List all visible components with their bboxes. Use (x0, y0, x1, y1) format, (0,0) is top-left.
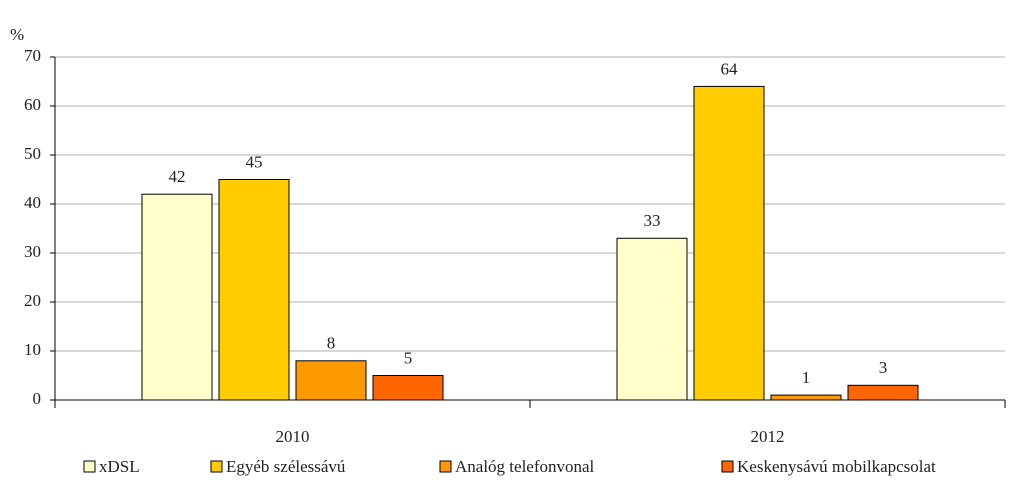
x-tick-label: 2010 (276, 427, 310, 446)
data-label: 42 (169, 167, 186, 186)
y-tick-label: 50 (24, 144, 41, 163)
bar (141, 193, 213, 401)
bar (616, 237, 688, 401)
data-label: 5 (404, 348, 413, 367)
y-tick-label: 30 (24, 242, 41, 261)
data-label: 45 (246, 152, 263, 171)
y-tick-label: 10 (24, 340, 41, 359)
data-label: 3 (879, 358, 888, 377)
data-label: 8 (327, 334, 336, 353)
data-label: 1 (802, 368, 811, 387)
y-tick-label: 0 (33, 389, 42, 408)
bar (372, 375, 444, 401)
legend-label: Egyéb szélessávú (226, 457, 346, 476)
bar (770, 394, 842, 401)
legend-label: xDSL (99, 457, 140, 476)
legend-swatch (83, 460, 96, 473)
data-label: 33 (644, 211, 661, 230)
y-tick-label: 60 (24, 95, 41, 114)
bar (218, 179, 290, 401)
bar (295, 360, 367, 401)
legend-label: Keskenysávú mobilkapcsolat (737, 457, 936, 476)
y-tick-label: 20 (24, 291, 41, 310)
y-tick-label: 40 (24, 193, 41, 212)
y-axis-label: % (10, 25, 24, 44)
legend-swatch (439, 460, 452, 473)
bar (693, 85, 765, 401)
bar (847, 384, 919, 401)
y-tick-label: 70 (24, 46, 41, 65)
data-label: 64 (721, 59, 739, 78)
legend-swatch (721, 460, 734, 473)
legend-label: Analóg telefonvonal (455, 457, 595, 476)
legend-swatch (210, 460, 223, 473)
x-tick-label: 2012 (751, 427, 785, 446)
